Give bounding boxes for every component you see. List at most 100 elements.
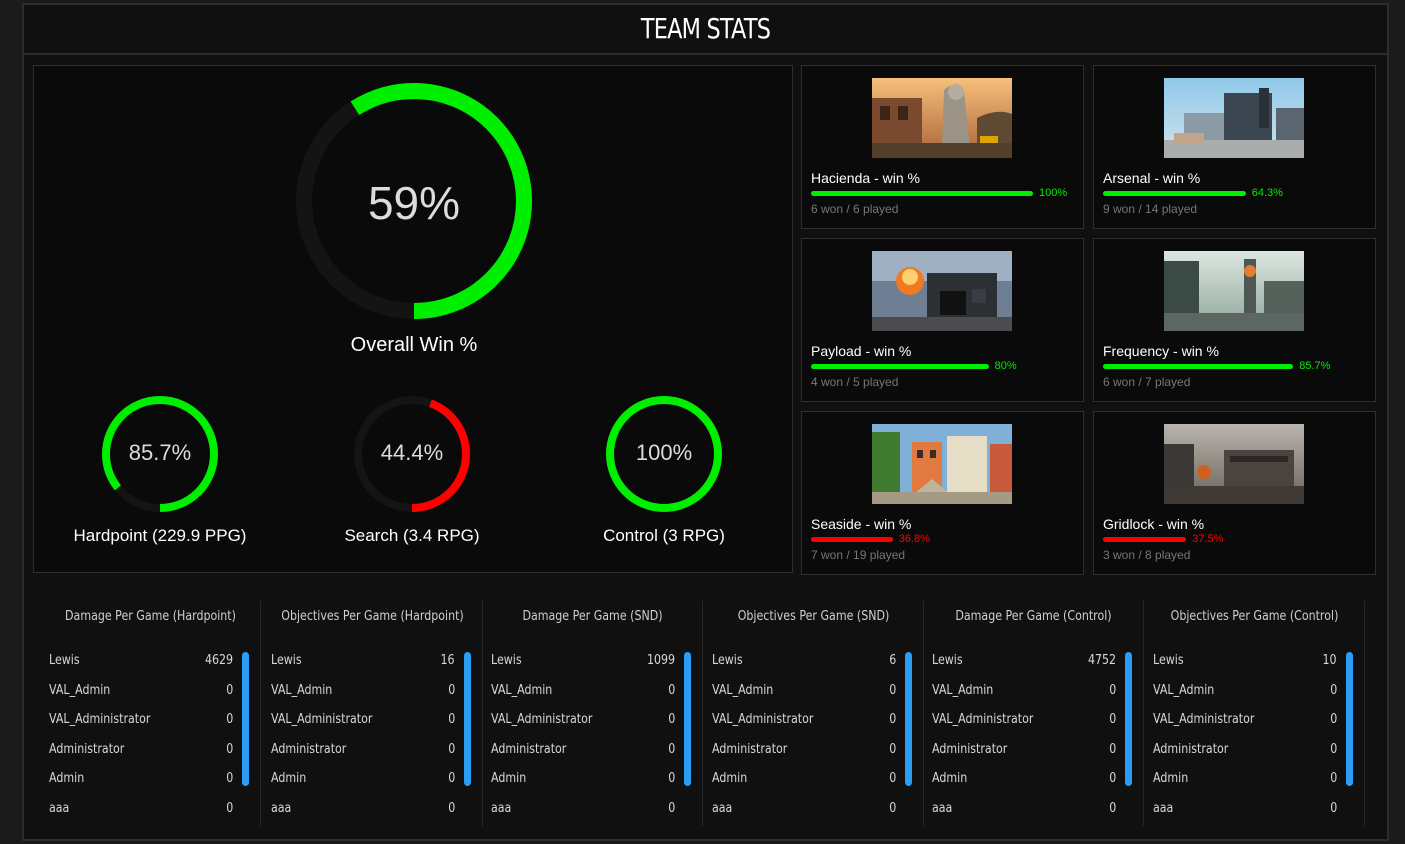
stat-row: Admin 0 — [271, 771, 455, 791]
stat-row: VAL_Admin 0 — [491, 683, 675, 703]
stat-row: Lewis 4629 — [49, 653, 233, 673]
stat-row: aaa 0 — [1153, 801, 1337, 821]
overall-win-value: 59% — [367, 177, 461, 229]
stat-row: Lewis 16 — [271, 653, 455, 673]
map-title-hacienda: Hacienda - win % — [811, 170, 920, 186]
stat-row: Administrator 0 — [49, 742, 233, 762]
player-name: Lewis — [712, 653, 743, 668]
map-winrate-value-gridlock: 37.5% — [1192, 533, 1224, 545]
stat-row: VAL_Administrator 0 — [271, 712, 455, 732]
stat-table-scrollbar[interactable] — [242, 652, 249, 786]
player-stat-value: 0 — [1329, 741, 1337, 757]
stat-table: Objectives Per Game (Hardpoint) Lewis 16 VA… — [263, 601, 483, 826]
player-stat-value: 0 — [667, 771, 675, 786]
player-name: Admin — [712, 771, 748, 786]
page-title: TEAM STATS — [640, 12, 771, 45]
search-win-label: Search (3.4 RPG) — [344, 526, 480, 545]
map-card-seaside[interactable]: Seaside - win % 36.8% 7 won / 19 played — [801, 411, 1084, 575]
stat-row: Admin 0 — [712, 771, 896, 791]
player-name: VAL_Admin — [932, 682, 994, 698]
player-stat-value: 0 — [1108, 741, 1116, 757]
player-stat-value: 16 — [440, 653, 455, 668]
map-card-arsenal[interactable]: Arsenal - win % 64.3% 9 won / 14 played — [1093, 65, 1376, 229]
player-name: VAL_Administrator — [712, 712, 814, 727]
stat-row: aaa 0 — [491, 801, 675, 821]
player-stat-value: 0 — [667, 800, 675, 816]
stat-table-scrollbar[interactable] — [1346, 652, 1353, 786]
player-name: Administrator — [491, 741, 567, 757]
map-record-seaside: 7 won / 19 played — [811, 548, 906, 562]
stat-row: aaa 0 — [712, 801, 896, 821]
player-name: Admin — [491, 771, 527, 786]
overall-win-label: Overall Win % — [350, 334, 478, 356]
map-winrate-bar-frequency — [1103, 364, 1294, 369]
control-win-arc — [606, 396, 722, 512]
player-stat-value: 0 — [888, 800, 896, 816]
map-winrate-value-arsenal: 64.3% — [1251, 187, 1283, 199]
map-winrate-value-payload: 80% — [994, 360, 1017, 372]
player-stat-value: 0 — [225, 800, 233, 816]
stat-row: Lewis 1099 — [491, 653, 675, 673]
map-thumbnail-seaside — [872, 424, 1012, 504]
stat-row: aaa 0 — [271, 801, 455, 821]
stat-row: VAL_Administrator 0 — [49, 712, 233, 732]
player-stat-value: 0 — [447, 800, 455, 816]
map-thumbnail-payload — [872, 251, 1012, 331]
player-stat-value: 0 — [667, 741, 675, 757]
control-win-label: Control (3 RPG) — [603, 526, 725, 545]
stat-table-scrollbar[interactable] — [1125, 652, 1132, 786]
map-winrate-bar-seaside — [811, 537, 893, 542]
player-name: Admin — [1153, 771, 1189, 786]
stat-row: aaa 0 — [932, 801, 1116, 821]
player-stat-value: 0 — [225, 682, 233, 698]
stat-table-scrollbar[interactable] — [464, 652, 471, 786]
map-title-payload: Payload - win % — [811, 343, 912, 359]
hardpoint-win-label: Hardpoint (229.9 PPG) — [73, 526, 247, 545]
stat-table: Objectives Per Game (Control) Lewis 10 VAL_… — [1145, 601, 1365, 826]
player-name: aaa — [712, 800, 733, 816]
stat-table-scrollbar[interactable] — [684, 652, 691, 786]
stat-row: Admin 0 — [1153, 771, 1337, 791]
player-stat-value: 0 — [1329, 771, 1337, 786]
player-name: VAL_Admin — [1153, 682, 1215, 698]
player-name: Lewis — [271, 653, 302, 668]
map-card-frequency[interactable]: Frequency - win % 85.7% 6 won / 7 played — [1093, 238, 1376, 402]
stat-row: Administrator 0 — [271, 742, 455, 762]
player-stat-value: 4629 — [204, 653, 233, 668]
map-winrate-bar-gridlock — [1103, 537, 1187, 542]
player-name: VAL_Administrator — [271, 712, 373, 727]
dashboard-frame: TEAM STATS 59% Overall Win % 85.7% Hardp… — [22, 3, 1389, 841]
map-card-gridlock[interactable]: Gridlock - win % 37.5% 3 won / 8 played — [1093, 411, 1376, 575]
player-name: Administrator — [932, 741, 1008, 757]
player-name: aaa — [1153, 800, 1174, 816]
stat-table-title: Objectives Per Game (Hardpoint) — [281, 609, 464, 624]
stat-table-title: Damage Per Game (Control) — [955, 609, 1112, 624]
player-name: aaa — [491, 800, 512, 816]
map-record-frequency: 6 won / 7 played — [1103, 375, 1191, 389]
stat-row: VAL_Admin 0 — [49, 683, 233, 703]
player-name: Admin — [49, 771, 85, 786]
stat-table-title: Damage Per Game (SND) — [522, 609, 663, 624]
stat-table-title: Damage Per Game (Hardpoint) — [65, 609, 236, 624]
stat-row: VAL_Administrator 0 — [491, 712, 675, 732]
map-winrate-value-seaside: 36.8% — [898, 533, 930, 545]
map-card-hacienda[interactable]: Hacienda - win % 100% 6 won / 6 played — [801, 65, 1084, 229]
stat-row: VAL_Admin 0 — [271, 683, 455, 703]
map-card-payload[interactable]: Payload - win % 80% 4 won / 5 played — [801, 238, 1084, 402]
player-name: Admin — [271, 771, 307, 786]
player-name: Administrator — [271, 741, 347, 757]
stat-table-scrollbar[interactable] — [905, 652, 912, 786]
player-stat-value: 6 — [888, 653, 896, 668]
map-record-payload: 4 won / 5 played — [811, 375, 899, 389]
player-stat-value: 0 — [888, 712, 896, 727]
search-win-value: 44.4% — [380, 440, 444, 465]
stat-table: Damage Per Game (Control) Lewis 4752 VAL_Ad… — [924, 601, 1144, 826]
stat-row: Lewis 10 — [1153, 653, 1337, 673]
control-win-gauge: 100% — [604, 394, 724, 514]
control-win-value: 100% — [635, 440, 693, 465]
player-name: aaa — [932, 800, 953, 816]
map-winrate-value-frequency: 85.7% — [1299, 360, 1331, 372]
player-stat-value: 0 — [1108, 771, 1116, 786]
player-name: VAL_Admin — [49, 682, 111, 698]
player-stat-value: 0 — [447, 771, 455, 786]
